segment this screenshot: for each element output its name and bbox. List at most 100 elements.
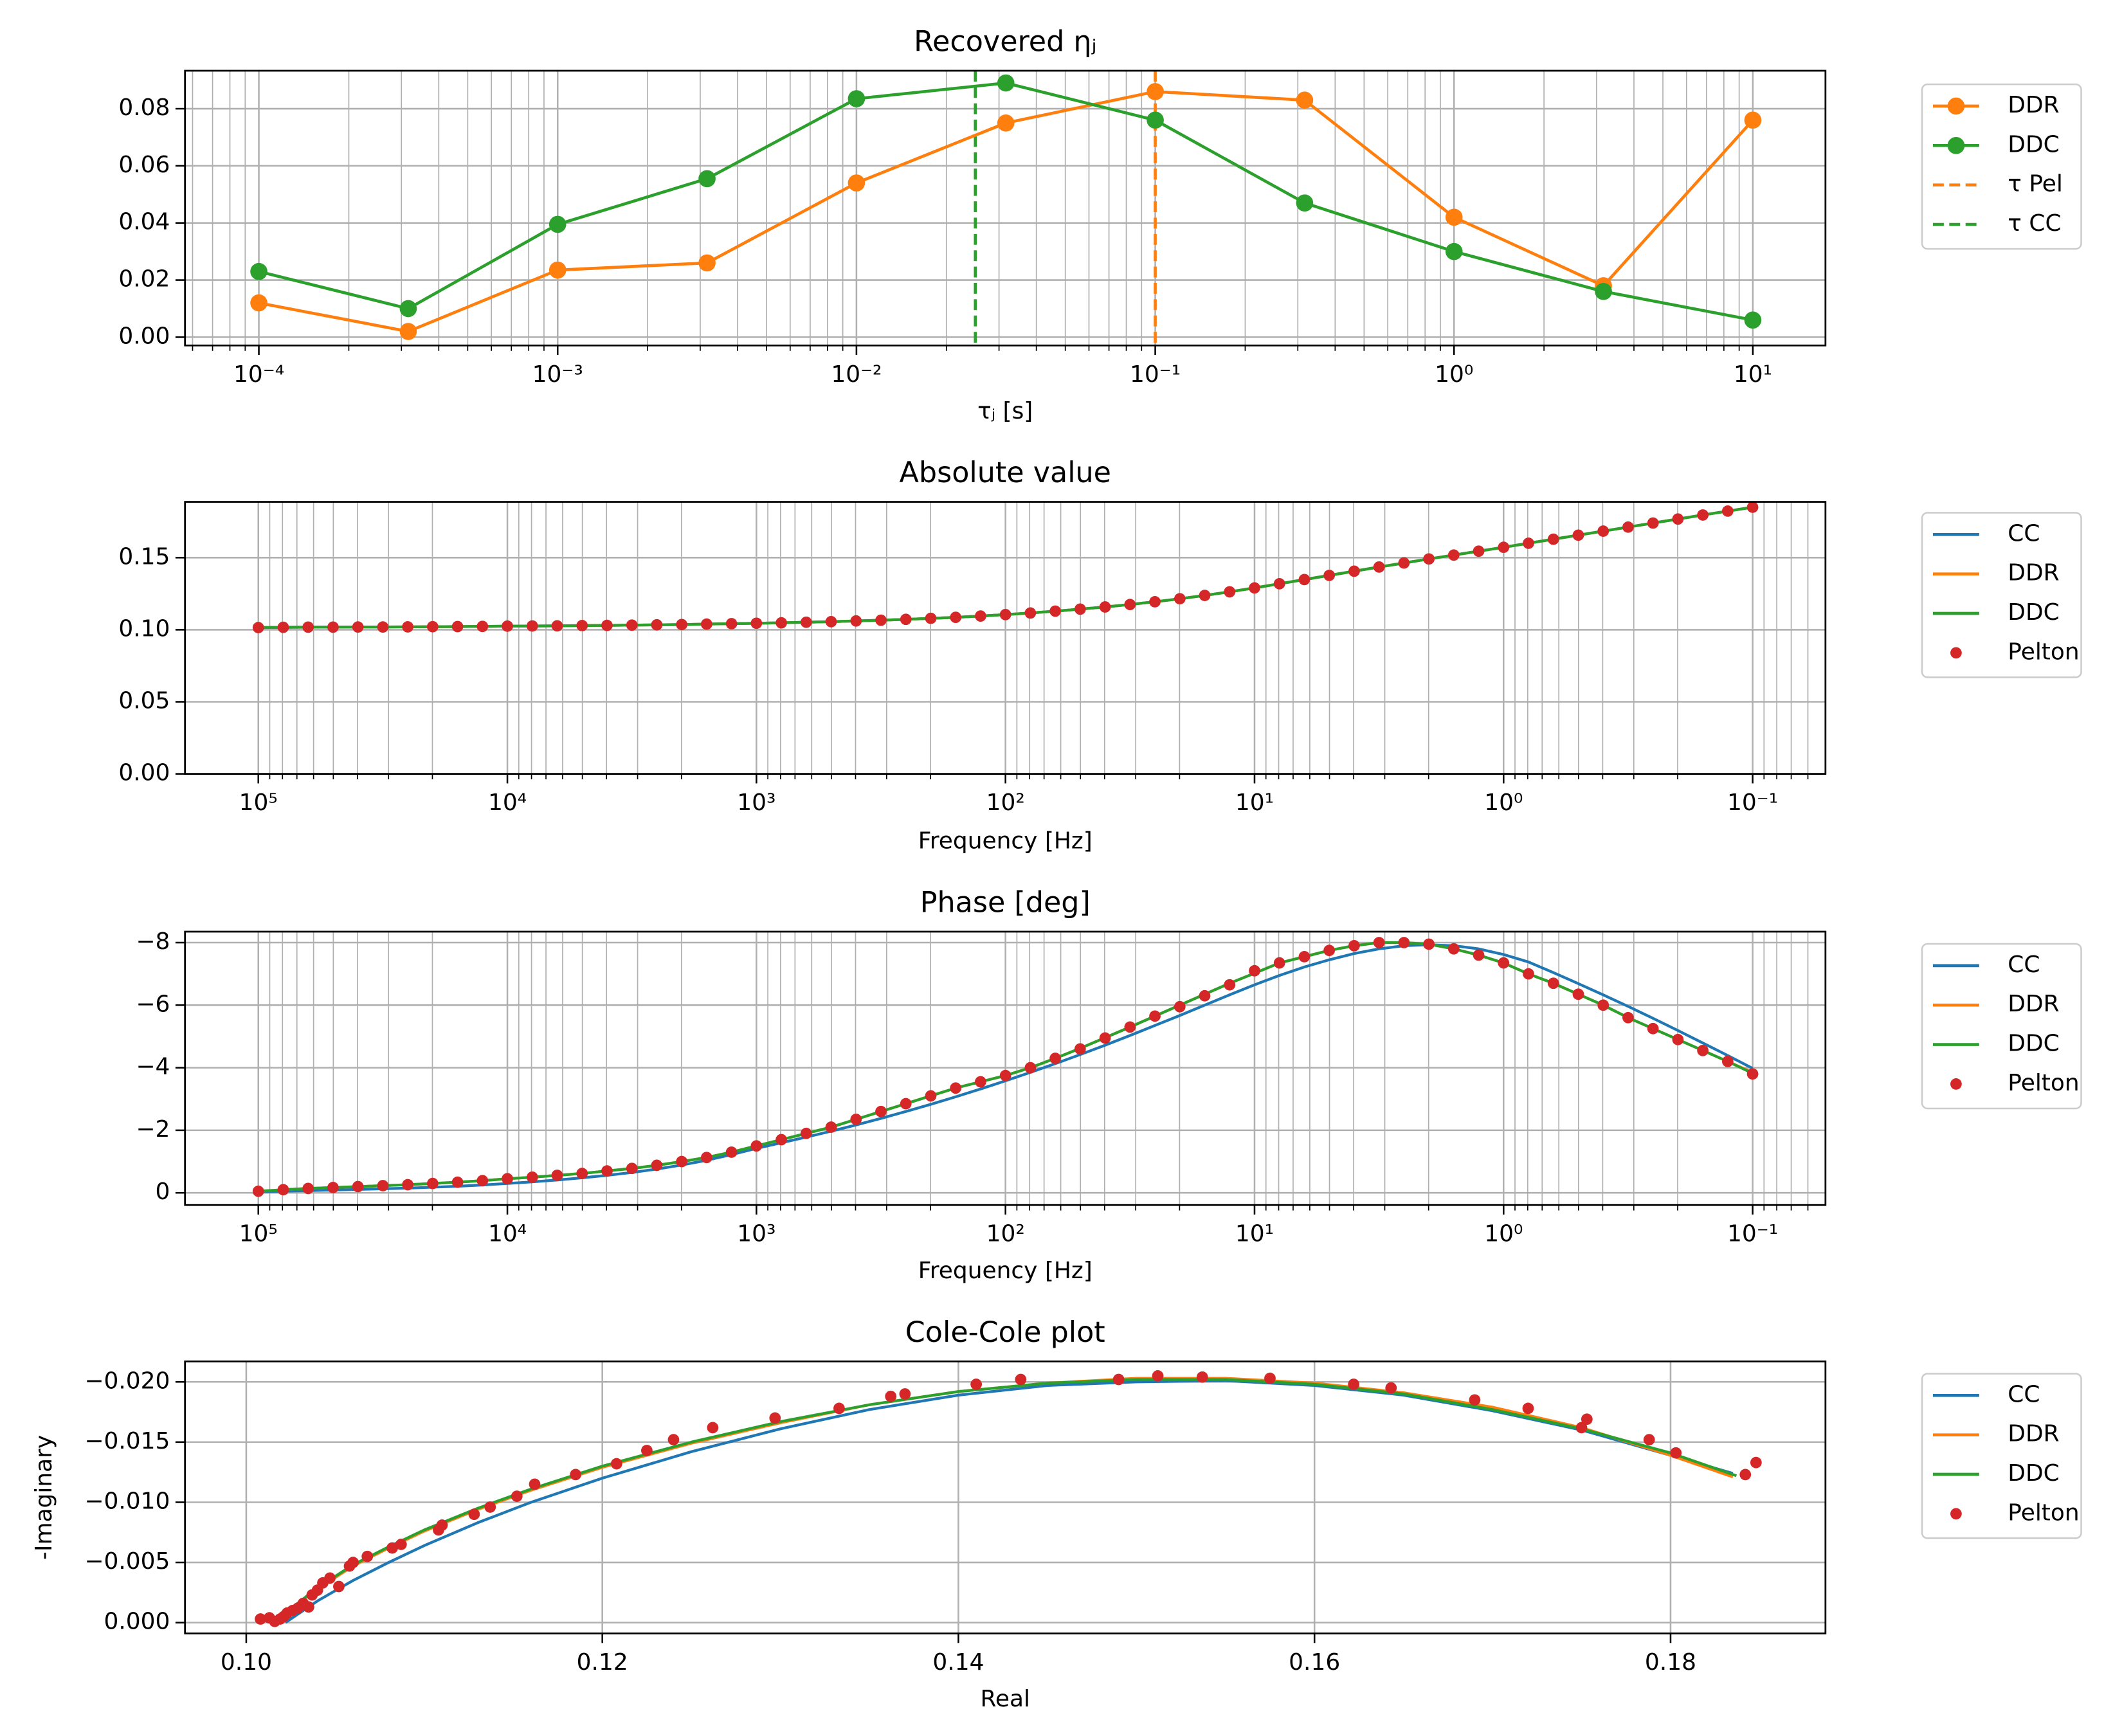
data-point — [1647, 1022, 1659, 1035]
x-tick-label: 10⁻¹ — [1727, 790, 1778, 816]
x-tick-label: 10⁻³ — [532, 361, 583, 388]
data-point — [361, 1550, 374, 1562]
data-point — [327, 1182, 339, 1193]
data-point — [1112, 1373, 1125, 1386]
data-point — [1643, 1434, 1655, 1446]
data-point — [1697, 1044, 1709, 1056]
data-point — [1298, 574, 1310, 586]
data-point — [1323, 945, 1336, 957]
x-tick-label: 0.14 — [932, 1649, 984, 1676]
data-point — [700, 1152, 712, 1164]
data-point — [800, 1127, 812, 1139]
y-tick-label: −0.010 — [84, 1488, 170, 1514]
y-tick-label: −0.015 — [84, 1428, 170, 1454]
y-tick-label: 0.02 — [118, 266, 170, 293]
data-point — [651, 619, 663, 631]
x-tick-label: 10⁰ — [1435, 361, 1473, 388]
legend-box — [1921, 1373, 2082, 1539]
data-point — [925, 612, 937, 624]
data-point — [436, 1519, 448, 1531]
data-point — [302, 1182, 314, 1195]
legend-label: DDR — [2008, 1421, 2059, 1447]
data-point — [1147, 111, 1164, 129]
legend-box — [1921, 83, 2082, 250]
y-tick-label: 0.00 — [118, 760, 170, 786]
legend-swatch — [1950, 1508, 1962, 1520]
legend-label: CC — [2008, 952, 2040, 978]
data-point — [1523, 968, 1534, 980]
data-point — [676, 619, 688, 631]
data-point — [576, 1168, 588, 1179]
y-tick-label: 0.000 — [104, 1609, 170, 1635]
data-point — [1273, 578, 1285, 590]
data-point — [402, 621, 414, 633]
data-point — [1224, 586, 1236, 598]
data-point — [1249, 582, 1260, 594]
data-point — [1224, 979, 1236, 991]
data-point — [511, 1490, 523, 1502]
data-point — [1423, 553, 1435, 565]
legend-label: DDR — [2008, 560, 2059, 586]
data-point — [1099, 1032, 1111, 1044]
x-tick-label: 10⁰ — [1484, 1221, 1523, 1247]
data-point — [925, 1090, 937, 1102]
data-point — [1473, 545, 1485, 557]
data-point — [1597, 999, 1610, 1011]
data-point — [468, 1508, 480, 1521]
data-point — [1447, 943, 1460, 955]
data-point — [750, 1140, 763, 1152]
x-tick-label: 10⁻¹ — [1727, 1221, 1778, 1247]
y-tick-label: 0.05 — [118, 688, 170, 714]
data-point — [1124, 599, 1136, 611]
data-point — [277, 1184, 289, 1196]
data-point — [700, 618, 712, 630]
data-point — [1074, 1043, 1086, 1055]
data-point — [651, 1159, 663, 1171]
data-point — [426, 620, 439, 633]
data-point — [1015, 1373, 1027, 1386]
data-point — [1147, 83, 1164, 100]
data-point — [900, 1098, 912, 1110]
data-point — [1672, 513, 1684, 525]
data-point — [1746, 501, 1759, 513]
data-point — [395, 1539, 407, 1550]
data-point — [484, 1501, 496, 1513]
data-point — [848, 90, 866, 107]
y-tick-label: −2 — [136, 1116, 170, 1143]
y-tick-label: 0.10 — [118, 615, 170, 642]
data-point — [999, 1069, 1011, 1081]
legend-label: τ CC — [2008, 210, 2061, 237]
data-point — [1196, 1371, 1208, 1383]
y-tick-label: 0 — [156, 1179, 170, 1205]
data-point — [1273, 957, 1285, 969]
data-point — [1572, 529, 1584, 541]
y-tick-label: −6 — [136, 991, 170, 1017]
data-point — [626, 1162, 638, 1175]
data-point — [1049, 1053, 1061, 1064]
data-point — [402, 1179, 414, 1191]
x-tick-label: 10⁰ — [1484, 790, 1523, 816]
data-point — [1744, 311, 1762, 329]
data-point — [302, 1601, 314, 1613]
data-point — [502, 1173, 513, 1185]
data-point — [377, 1180, 389, 1191]
y-tick-label: 0.06 — [118, 152, 170, 178]
data-point — [1447, 549, 1460, 561]
data-point — [899, 1388, 911, 1400]
data-point — [1469, 1394, 1481, 1406]
data-point — [1572, 988, 1584, 1000]
axes-frame — [184, 69, 1827, 347]
data-point — [1445, 208, 1463, 226]
data-point — [302, 621, 314, 633]
data-point — [255, 1613, 266, 1625]
data-point — [576, 620, 588, 631]
data-point — [698, 170, 716, 188]
data-point — [1473, 949, 1485, 961]
data-point — [999, 608, 1011, 620]
data-point — [1522, 1402, 1534, 1415]
data-point — [1149, 596, 1161, 608]
data-point — [950, 611, 962, 624]
